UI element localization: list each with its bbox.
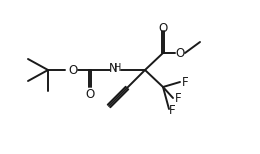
- Text: O: O: [85, 87, 95, 101]
- Text: N: N: [109, 61, 117, 75]
- Text: F: F: [175, 91, 181, 105]
- Text: F: F: [182, 75, 188, 89]
- Text: O: O: [176, 47, 185, 59]
- Text: O: O: [68, 63, 78, 77]
- Text: O: O: [158, 22, 168, 34]
- Text: F: F: [169, 105, 175, 118]
- Text: H: H: [114, 63, 122, 73]
